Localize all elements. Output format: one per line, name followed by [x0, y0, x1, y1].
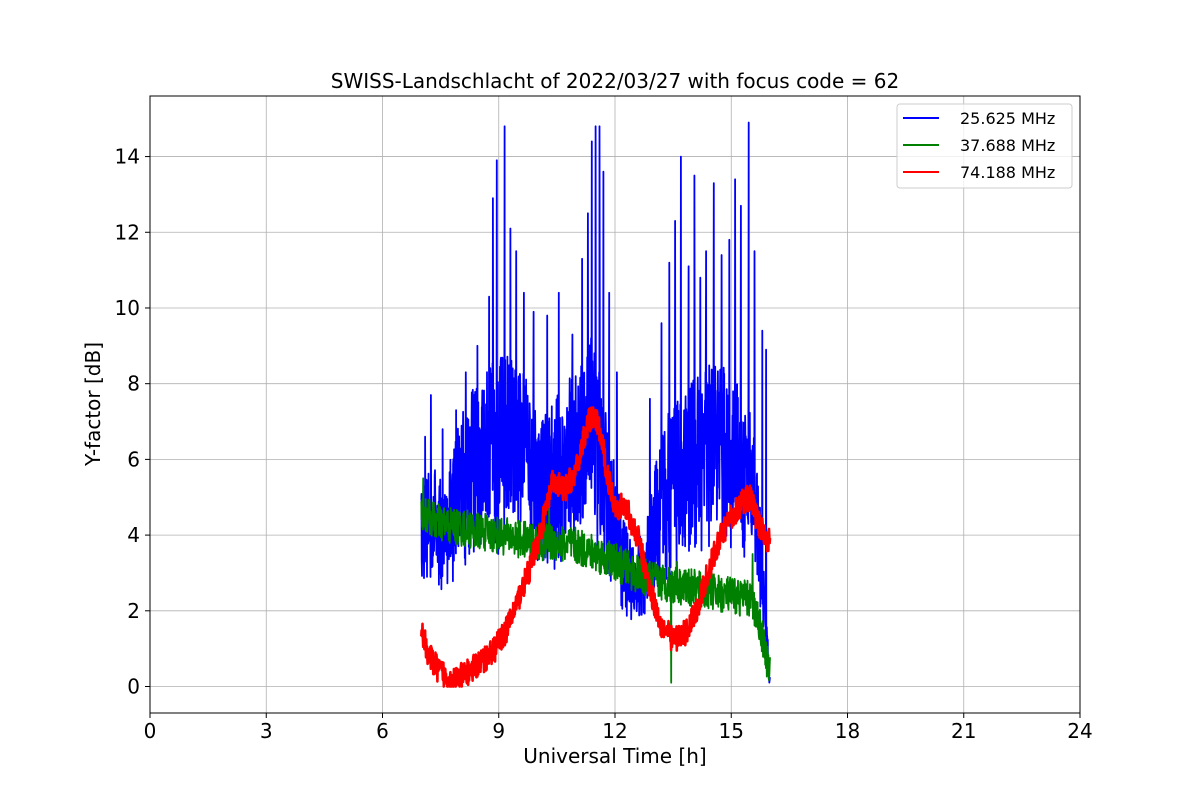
x-axis-label: Universal Time [h]: [523, 744, 706, 768]
y-tick-label: 10: [115, 296, 140, 320]
legend: 25.625 MHz 37.688 MHz 74.188 MHz: [896, 103, 1073, 189]
x-tick-label: 24: [1067, 719, 1092, 743]
y-tick-label: 12: [115, 220, 140, 244]
x-tick-label: 18: [835, 719, 860, 743]
legend-label-25-625: 25.625 MHz: [960, 109, 1055, 128]
y-tick-label: 14: [115, 145, 140, 169]
plot-area: [420, 121, 772, 688]
x-tick-label: 15: [719, 719, 744, 743]
x-tick-label: 3: [260, 719, 273, 743]
y-tick-label: 2: [127, 599, 140, 623]
series-37-688: [420, 477, 771, 684]
x-tick-label: 9: [492, 719, 505, 743]
x-tick-label: 0: [144, 719, 157, 743]
legend-box: [896, 103, 1073, 189]
legend-label-74-188: 74.188 MHz: [960, 163, 1055, 182]
y-tick-label: 8: [127, 372, 140, 396]
legend-label-37-688: 37.688 MHz: [960, 136, 1055, 155]
y-tick-label: 0: [127, 675, 140, 699]
y-tick-label: 4: [127, 523, 140, 547]
x-tick-label: 12: [602, 719, 627, 743]
series-group: [420, 121, 772, 688]
series-74-188: [420, 406, 772, 688]
x-tick-label: 21: [951, 719, 976, 743]
y-axis-ticks: 0 2 4 6 8 10 12 14: [115, 145, 150, 699]
chart-title: SWISS-Landschlacht of 2022/03/27 with fo…: [331, 69, 899, 93]
x-tick-label: 6: [376, 719, 389, 743]
series-25-625: [420, 121, 771, 684]
x-axis-ticks: 0 3 6 9 12 15 18 21 24: [144, 713, 1093, 743]
y-tick-label: 6: [127, 447, 140, 471]
y-axis-label: Y-factor [dB]: [81, 342, 105, 467]
